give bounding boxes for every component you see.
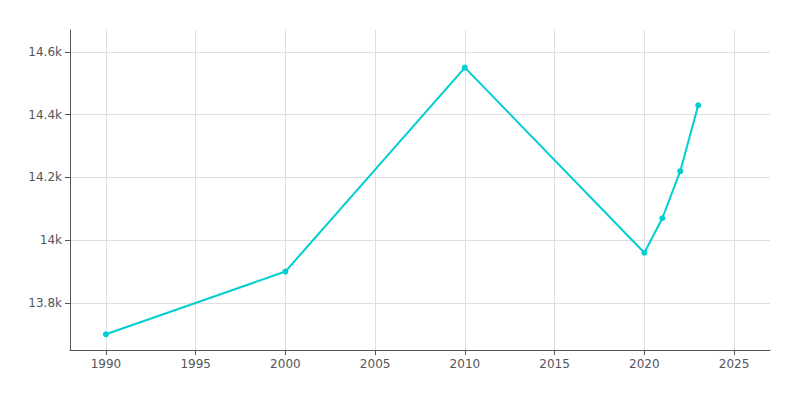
svg-text:2020: 2020 xyxy=(629,357,660,371)
svg-text:1995: 1995 xyxy=(180,357,211,371)
svg-text:2000: 2000 xyxy=(270,357,301,371)
svg-text:13.8k: 13.8k xyxy=(28,296,62,310)
svg-text:2005: 2005 xyxy=(360,357,391,371)
svg-text:14.4k: 14.4k xyxy=(28,108,62,122)
svg-text:2010: 2010 xyxy=(450,357,481,371)
svg-text:14k: 14k xyxy=(40,233,62,247)
svg-text:2025: 2025 xyxy=(719,357,750,371)
svg-text:1990: 1990 xyxy=(91,357,122,371)
svg-text:14.2k: 14.2k xyxy=(28,170,62,184)
svg-text:14.6k: 14.6k xyxy=(28,45,62,59)
svg-text:2015: 2015 xyxy=(539,357,570,371)
